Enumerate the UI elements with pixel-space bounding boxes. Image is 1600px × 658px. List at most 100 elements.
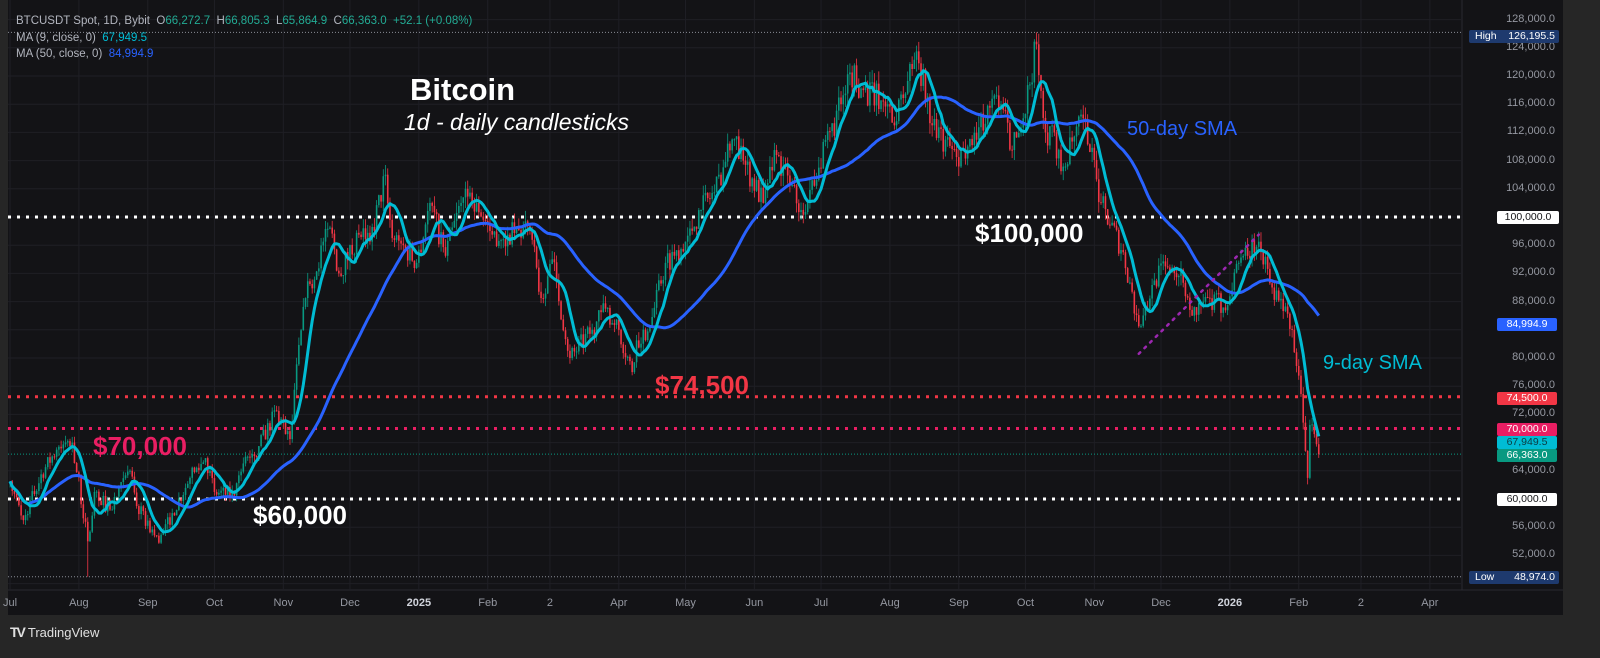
- candle-body: [184, 487, 187, 495]
- candle-body: [329, 227, 331, 229]
- candle-body: [1197, 302, 1200, 315]
- candle-body: [466, 188, 469, 197]
- candle-body: [164, 524, 167, 531]
- candle-body: [1133, 291, 1136, 314]
- candle-body: [86, 521, 89, 542]
- candle-body: [844, 93, 847, 96]
- candle-body: [724, 161, 727, 168]
- candle-body: [575, 351, 578, 353]
- candle-body: [293, 389, 296, 422]
- candle-body: [969, 138, 971, 147]
- price-tick-label: 116,000.0: [1506, 97, 1555, 110]
- candle-body: [149, 520, 151, 533]
- candle-body: [671, 251, 673, 270]
- candle-body: [146, 520, 149, 526]
- candle-body: [940, 127, 942, 129]
- candle-body: [573, 347, 576, 352]
- candle-body: [60, 446, 62, 449]
- candle-body: [624, 353, 627, 358]
- candle-body: [1262, 252, 1265, 265]
- price-tick-label: 92,000.0: [1512, 266, 1555, 279]
- candle-body: [1029, 84, 1031, 86]
- candle-body: [775, 150, 778, 156]
- candle-body: [406, 248, 409, 261]
- price-tick-label: 124,000.0: [1506, 40, 1555, 53]
- candle-body: [711, 192, 713, 199]
- candle-body: [104, 495, 107, 512]
- candle-body: [571, 347, 573, 358]
- candle-body: [540, 291, 542, 299]
- candle-body: [144, 511, 147, 526]
- candle-body: [120, 482, 122, 487]
- candle-body: [262, 429, 265, 436]
- candle-body: [949, 137, 951, 146]
- candle-body: [1153, 280, 1156, 285]
- candle-body: [331, 227, 333, 234]
- tradingview-logo-icon: TV: [10, 624, 26, 640]
- candle-body: [982, 113, 985, 131]
- candle-body: [166, 517, 169, 525]
- candle-body: [909, 64, 911, 81]
- candle-body: [500, 240, 502, 242]
- candle-body: [900, 94, 902, 100]
- candle-body: [1037, 44, 1040, 76]
- candle-body: [666, 253, 669, 263]
- candle-body: [960, 148, 962, 167]
- ma9-legend[interactable]: MA (9, close, 0) 67,949.5: [16, 32, 147, 44]
- candle-body: [1024, 113, 1027, 119]
- price-axis-background[interactable]: [1462, 0, 1563, 590]
- candle-body: [55, 449, 58, 457]
- candle-body: [440, 232, 442, 245]
- time-axis-background[interactable]: [8, 590, 1563, 615]
- candle-body: [880, 100, 882, 110]
- candle-body: [1289, 313, 1291, 329]
- candle-body: [1086, 119, 1089, 145]
- candle-body: [75, 463, 78, 473]
- candle-body: [160, 534, 162, 543]
- candle-body: [151, 529, 154, 533]
- candle-body: [351, 244, 353, 255]
- candle-body: [1257, 241, 1260, 247]
- candle-body: [977, 127, 980, 140]
- candle-body: [662, 279, 665, 284]
- candle-body: [989, 105, 991, 108]
- candle-body: [180, 498, 182, 501]
- candle-body: [564, 330, 567, 340]
- candle-body: [1293, 329, 1296, 353]
- candle-body: [373, 226, 376, 231]
- price-tick-label: 64,000.0: [1512, 463, 1555, 476]
- candle-body: [20, 505, 22, 516]
- grid: [8, 0, 1462, 590]
- candle-body: [1122, 249, 1125, 253]
- candle-body: [653, 307, 656, 317]
- candle-body: [686, 235, 689, 242]
- candle-body: [478, 202, 480, 213]
- candle-body: [309, 281, 311, 284]
- candle-body: [615, 319, 618, 325]
- candle-body: [622, 344, 625, 354]
- candle-body: [553, 259, 556, 263]
- candle-body: [451, 227, 453, 230]
- candle-body: [871, 82, 873, 84]
- candle-body: [1160, 263, 1162, 266]
- candle-body: [1140, 325, 1142, 327]
- candle-body: [80, 477, 82, 505]
- candle-body: [706, 192, 709, 199]
- candle-body: [251, 454, 253, 458]
- price-tick-label: 112,000.0: [1506, 125, 1555, 138]
- candle-body: [453, 220, 456, 228]
- candle-body: [175, 510, 178, 516]
- candle-body: [1300, 375, 1302, 394]
- symbol-legend[interactable]: BTCUSDT Spot, 1D, Bybit O66,272.7 H66,80…: [16, 15, 472, 27]
- time-tick-label: Sep: [948, 597, 969, 609]
- candle-body: [1235, 263, 1238, 273]
- candle-body: [298, 344, 300, 365]
- candle-body: [862, 88, 865, 91]
- tradingview-branding[interactable]: TV TradingView: [10, 624, 99, 640]
- candle-body: [546, 276, 549, 294]
- candle-body: [633, 362, 636, 373]
- candle-body: [464, 188, 467, 198]
- candle-body: [131, 470, 134, 477]
- ma50-legend[interactable]: MA (50, close, 0) 84,994.9: [16, 48, 153, 60]
